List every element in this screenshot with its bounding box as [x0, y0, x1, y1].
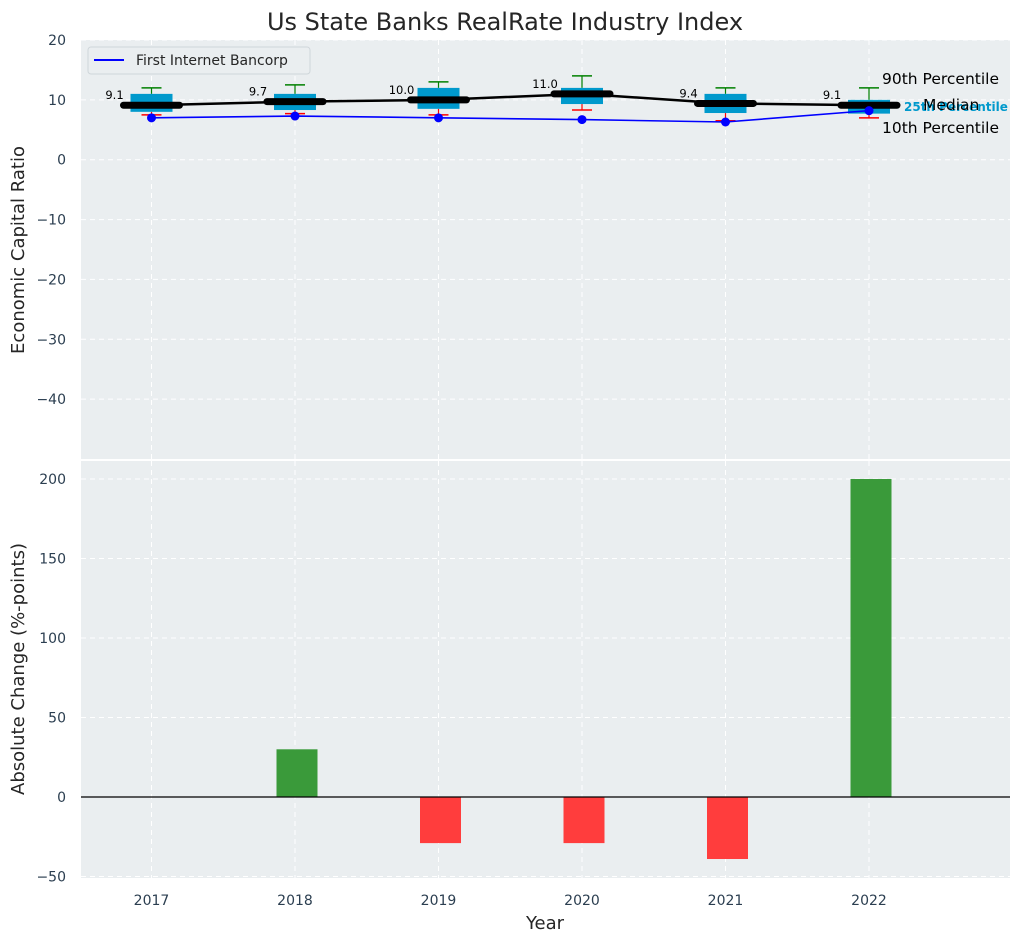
top-y-tick-label: 20 — [48, 33, 66, 49]
change-bar-2022 — [850, 479, 892, 797]
chart-title: Us State Banks RealRate Industry Index — [267, 8, 743, 36]
series-point — [147, 113, 156, 123]
x-tick-label: 2019 — [421, 893, 457, 909]
series-point — [721, 117, 730, 127]
bottom-y-tick-label: 150 — [39, 552, 66, 568]
series-point — [577, 115, 587, 125]
top-y-tick-label: −30 — [36, 332, 66, 348]
x-tick-label: 2020 — [564, 893, 600, 909]
top-y-axis-title: Economic Capital Ratio — [8, 146, 29, 354]
change-bars — [276, 479, 892, 860]
bottom-y-tick-label: 200 — [39, 472, 66, 488]
x-tick-label: 2022 — [851, 893, 887, 909]
median-value-label: 10.0 — [389, 83, 415, 97]
top-y-tick-label: −40 — [36, 392, 66, 408]
bottom-y-tick-label: 50 — [48, 711, 66, 727]
median-value-label: 9.4 — [679, 86, 697, 100]
annotation-10th-percentile: 10th Percentile — [882, 119, 999, 137]
annotation-25th-percentile: 25th Percentile — [904, 100, 1008, 114]
top-grid — [81, 39, 1010, 459]
legend-label: First Internet Bancorp — [136, 53, 288, 69]
x-tick-label: 2017 — [134, 893, 170, 909]
change-bar-2020 — [563, 797, 605, 844]
series-point — [290, 111, 300, 121]
bottom-y-axis-title: Absolute Change (%-points) — [8, 543, 29, 795]
x-tick-label: 2021 — [708, 893, 744, 909]
top-y-tick-label: −10 — [36, 213, 66, 229]
top-y-tick-label: −20 — [36, 272, 66, 288]
median-value-label: 9.1 — [823, 88, 841, 102]
bottom-y-tick-label: −50 — [36, 870, 66, 886]
annotation-median: Median — [923, 96, 979, 114]
top-y-tick-label: 0 — [57, 153, 66, 169]
bottom-y-tick-label: 100 — [39, 631, 66, 647]
median-value-label: 11.0 — [532, 77, 558, 91]
change-bar-2019 — [420, 797, 461, 844]
change-bar-2021 — [707, 797, 748, 860]
top-y-tick-label: 10 — [48, 93, 66, 109]
series-line-first-internet-bancorp — [151, 109, 870, 123]
legend-box — [87, 46, 311, 75]
annotation-90th-percentile: 90th Percentile — [882, 70, 999, 88]
x-tick-label: 2018 — [277, 893, 313, 909]
x-axis-title: Year — [525, 913, 565, 934]
series-point — [864, 106, 874, 116]
median-trend-line — [151, 92, 870, 107]
bottom-y-tick-label: 0 — [57, 790, 66, 806]
median-value-label: 9.7 — [249, 85, 267, 99]
legend: First Internet Bancorp — [87, 46, 311, 75]
series-point — [434, 113, 443, 123]
median-value-label: 9.1 — [105, 88, 123, 102]
change-bar-2018 — [276, 749, 318, 797]
